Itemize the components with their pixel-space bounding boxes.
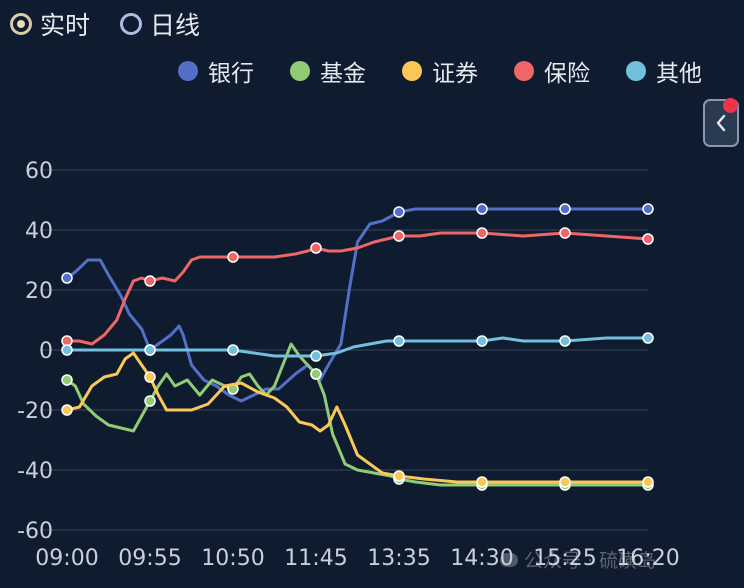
y-tick-label: 40 xyxy=(25,219,53,244)
x-tick-label: 09:00 xyxy=(35,546,98,571)
data-point xyxy=(642,476,654,488)
y-tick-label: 20 xyxy=(25,279,53,304)
data-point xyxy=(559,335,571,347)
mode-realtime-option[interactable]: 实时 xyxy=(10,6,90,42)
legend-item-securities[interactable]: 证券 xyxy=(402,54,478,88)
data-point xyxy=(61,344,73,356)
series-line xyxy=(65,351,650,484)
legend-item-fund[interactable]: 基金 xyxy=(290,54,366,88)
data-point xyxy=(559,476,571,488)
data-point xyxy=(310,368,322,380)
legend-label: 基金 xyxy=(320,61,366,87)
data-point xyxy=(393,470,405,482)
data-point xyxy=(144,371,156,383)
radio-unchecked-icon[interactable] xyxy=(120,13,143,35)
series-line xyxy=(65,336,650,358)
chart-legend: 银行 基金 证券 保险 其他 xyxy=(142,54,702,88)
data-point xyxy=(144,395,156,407)
watermark: 公众号 · 硫磺岛 xyxy=(500,546,656,573)
mode-realtime-label: 实时 xyxy=(40,11,91,40)
x-tick-label: 16:20 xyxy=(616,546,679,571)
legend-label: 保险 xyxy=(544,61,590,87)
x-tick-label: 15:25 xyxy=(533,546,596,571)
series-line xyxy=(65,342,650,487)
data-point xyxy=(61,404,73,416)
legend-item-other[interactable]: 其他 xyxy=(626,54,702,88)
notification-badge xyxy=(723,98,738,113)
data-point xyxy=(642,233,654,245)
chevron-left-icon xyxy=(716,114,726,132)
legend-item-insurance[interactable]: 保险 xyxy=(514,54,590,88)
data-point xyxy=(144,344,156,356)
radio-checked-icon[interactable] xyxy=(10,13,32,35)
data-point xyxy=(61,272,73,284)
data-point xyxy=(61,374,73,386)
data-point xyxy=(476,476,488,488)
y-tick-label: 0 xyxy=(39,339,53,364)
data-point xyxy=(559,227,571,239)
x-tick-label: 13:35 xyxy=(367,546,430,571)
x-tick-label: 14:30 xyxy=(450,546,513,571)
data-point xyxy=(642,203,654,215)
data-point xyxy=(393,206,405,218)
series-line xyxy=(65,207,650,403)
legend-dot-icon xyxy=(402,61,422,81)
data-point xyxy=(476,227,488,239)
legend-item-bank[interactable]: 银行 xyxy=(178,54,254,88)
x-tick-label: 10:50 xyxy=(201,546,264,571)
data-point xyxy=(310,350,322,362)
watermark-text: 公众号 · 硫磺岛 xyxy=(524,550,657,572)
data-point xyxy=(476,203,488,215)
data-point xyxy=(559,203,571,215)
series-line xyxy=(65,231,650,346)
data-point xyxy=(393,230,405,242)
legend-label: 证券 xyxy=(432,61,478,87)
y-tick-label: -60 xyxy=(17,519,53,544)
data-point xyxy=(642,332,654,344)
mode-switch: 实时 日线 xyxy=(10,6,230,42)
mode-daily-option[interactable]: 日线 xyxy=(120,6,200,42)
data-point xyxy=(227,344,239,356)
x-tick-label: 09:55 xyxy=(118,546,181,571)
legend-dot-icon xyxy=(290,61,310,81)
x-tick-label: 11:45 xyxy=(284,546,347,571)
data-point xyxy=(227,251,239,263)
data-point xyxy=(144,275,156,287)
data-point xyxy=(476,335,488,347)
legend-dot-icon xyxy=(626,61,646,81)
y-tick-label: -20 xyxy=(17,399,53,424)
mode-daily-label: 日线 xyxy=(150,11,201,40)
data-point xyxy=(310,242,322,254)
legend-label: 银行 xyxy=(208,61,254,87)
y-tick-label: -40 xyxy=(17,459,53,484)
legend-dot-icon xyxy=(178,61,198,81)
legend-label: 其他 xyxy=(656,61,702,87)
data-point xyxy=(393,335,405,347)
wechat-icon xyxy=(500,552,518,567)
y-tick-label: 60 xyxy=(25,159,53,184)
legend-dot-icon xyxy=(514,61,534,81)
